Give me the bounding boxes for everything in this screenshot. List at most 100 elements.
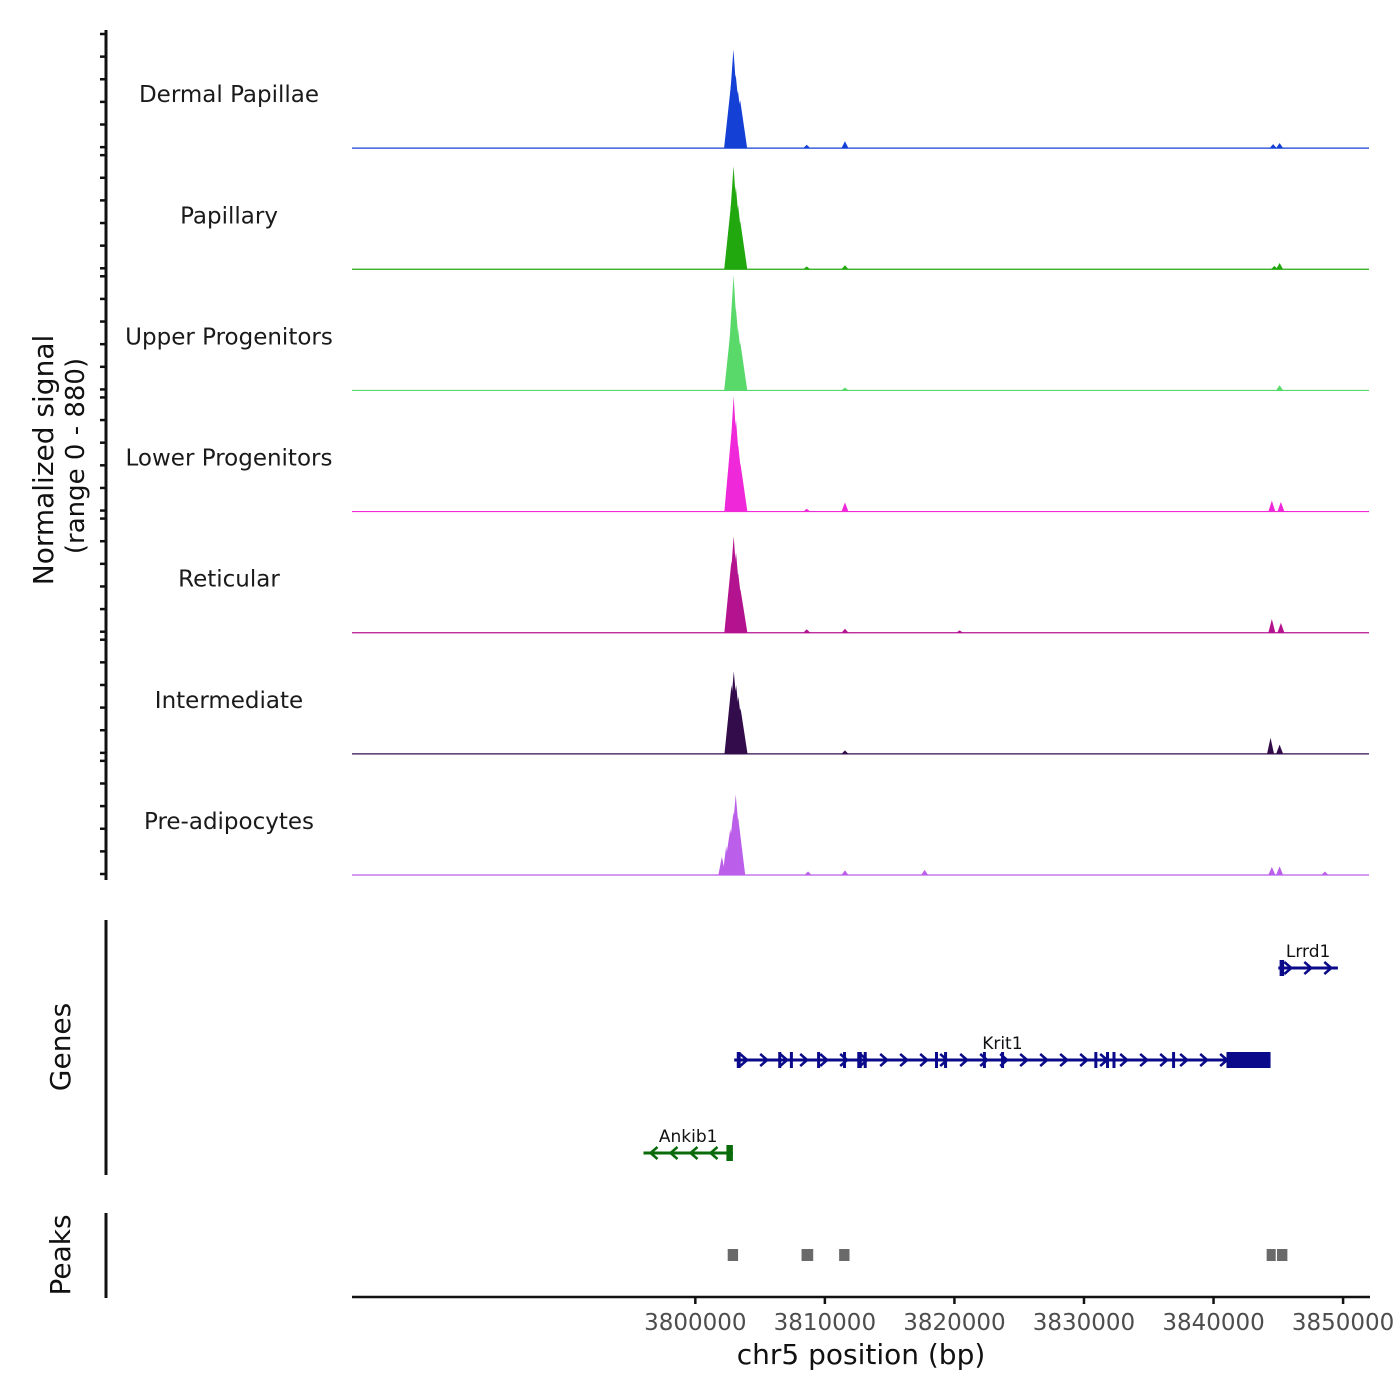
strand-arrow [648,1146,659,1160]
strand-arrow [1323,961,1334,975]
strand-arrow [1179,1053,1190,1067]
signal-peak [733,463,748,512]
gene-label-krit1: Krit1 [982,1034,1022,1054]
x-tick-label: 3820000 [903,1310,1005,1336]
signal-peak [1268,866,1276,875]
track-intermediate: Intermediate [155,671,1369,755]
track-label-dermal-papillae: Dermal Papillae [139,82,319,108]
exon [789,1052,793,1068]
strand-arrow [959,1053,970,1067]
strand-arrow [1059,1053,1070,1067]
exon [1094,1052,1098,1068]
signal-peak [733,221,748,270]
x-tick-label: 3800000 [644,1310,746,1336]
signal-peak [1270,265,1278,270]
peak-region [727,1249,739,1261]
track-label-reticular: Reticular [178,567,280,593]
signal-peak [841,628,849,633]
signal-peak [841,870,849,875]
signal-peak [733,99,748,149]
peak-region [1266,1249,1276,1261]
track-label-pre-adipocytes: Pre-adipocytes [144,809,314,835]
signal-peak [841,502,849,512]
strand-arrow [1303,961,1314,975]
strand-arrow [839,1053,850,1067]
strand-arrow [919,1053,930,1067]
strand-arrow [708,1146,719,1160]
signal-peak [841,141,849,149]
strand-arrow [819,1053,830,1067]
signal-peak [1277,501,1285,512]
strand-arrow [1039,1053,1050,1067]
x-axis-ticks: 3800000 3810000 3820000 3830000 3840000 38500… [644,1297,1394,1336]
track-dermal-papillae: Dermal Papillae [139,49,1369,149]
signal-peak [841,387,849,391]
y-axis-label-line1: Normalized signal [27,335,60,586]
strand-arrow [979,1053,990,1067]
signal-peak [1276,142,1284,149]
strand-arrow [1119,1053,1130,1067]
track-label-lower-progenitors: Lower Progenitors [126,446,333,472]
track-label-papillary: Papillary [180,203,278,229]
y-axis-label-line2: (range 0 - 880) [61,358,91,554]
signal-peak [1268,618,1276,633]
strand-arrow [899,1053,910,1067]
signal-peak [803,629,811,633]
signal-peak [733,707,748,754]
exon [1279,960,1285,976]
exon [843,1052,847,1068]
track-pre-adipocytes: Pre-adipocytes [144,794,1369,876]
signal-peak [803,266,811,270]
genes-panel-label: Genes [44,1003,77,1091]
signal-peak [1267,737,1275,754]
exon [944,1052,948,1068]
signal-peak [733,342,748,391]
track-lower-progenitors: Lower Progenitors [126,396,1369,513]
exon [982,1052,986,1068]
exon [1001,1052,1005,1068]
exon [857,1052,862,1068]
signal-peak [1268,500,1276,512]
strand-arrow [688,1146,699,1160]
x-axis-label: chr5 position (bp) [737,1338,986,1371]
signal-peak [804,871,812,875]
signal-peak [1269,144,1277,149]
track-reticular: Reticular [178,536,1369,634]
strand-arrow [1079,1053,1090,1067]
signal-peak [803,144,811,149]
exon [1226,1052,1271,1068]
signal-peak [733,589,748,633]
signal-peak [841,265,849,270]
signal-peak [1276,744,1284,754]
peak-regions [727,1249,1288,1261]
peak-region [839,1249,850,1261]
peak-region [1277,1249,1288,1261]
gene-label-ankib1: Ankib1 [659,1127,718,1147]
peaks-panel-label: Peaks [44,1214,77,1295]
signal-peak [1321,871,1329,875]
signal-y-ticks [100,32,106,876]
axes-layer [104,30,1370,1299]
strand-arrow [799,1053,810,1067]
signal-peak [921,869,929,875]
strand-arrow [1139,1053,1150,1067]
x-tick-label: 3830000 [1033,1310,1135,1336]
exon [726,1145,733,1161]
signal-tracks: Dermal Papillae Papillary Upper Progenitor… [125,49,1369,876]
exon [934,1052,938,1068]
track-label-intermediate: Intermediate [155,688,303,714]
strand-arrow [779,1053,790,1067]
exon [736,1052,741,1068]
strand-arrow [1283,961,1294,975]
exon [1172,1052,1176,1068]
strand-arrow [1019,1053,1030,1067]
strand-arrow [668,1146,679,1160]
exon [778,1052,782,1068]
peak-region [801,1249,814,1261]
signal-peak [731,817,746,875]
strand-arrow [739,1053,750,1067]
signal-peak [1276,262,1284,270]
track-papillary: Papillary [180,165,1369,270]
exon [1106,1052,1110,1068]
strand-arrow [859,1053,870,1067]
